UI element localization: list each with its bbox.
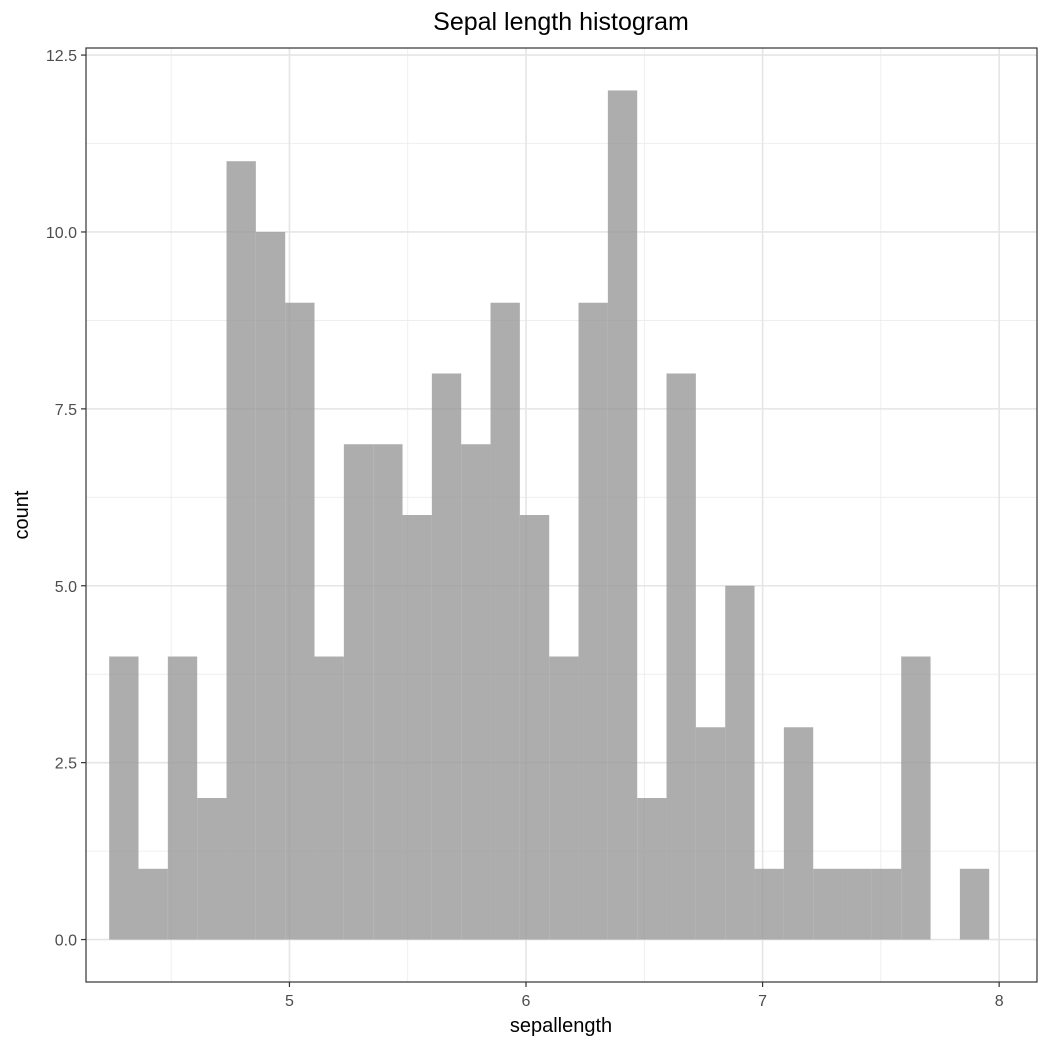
histogram-bar: [519, 515, 550, 940]
histogram-bar: [637, 798, 667, 940]
panel-border: [85, 47, 1038, 983]
histogram-bar: [138, 868, 168, 940]
histogram-bar: [725, 585, 755, 940]
histogram-bar: [549, 656, 579, 940]
histogram-bar: [754, 868, 784, 940]
histogram-bar: [783, 727, 814, 940]
x-tick-label: 7: [758, 993, 767, 1010]
histogram-bar: [373, 444, 403, 940]
histogram-bar: [490, 302, 520, 940]
x-tick-label: 5: [285, 993, 294, 1010]
y-tick-label: 0.0: [55, 933, 77, 950]
histogram-bar: [285, 302, 315, 940]
chart-title: Sepal length histogram: [433, 8, 689, 36]
x-tick-label: 6: [522, 993, 531, 1010]
histogram-bar: [109, 656, 139, 940]
y-tick-label: 2.5: [55, 756, 77, 773]
histogram-bar: [226, 161, 256, 940]
histogram-bar: [901, 656, 931, 940]
histogram-bar: [167, 656, 198, 940]
y-tick-label: 10.0: [46, 225, 77, 242]
histogram-bar: [695, 727, 726, 940]
y-tick-label: 12.5: [46, 48, 77, 65]
histogram-bar: [959, 868, 990, 940]
histogram-bar: [813, 868, 843, 940]
histogram-bar: [461, 444, 491, 940]
x-axis-title: sepallength: [510, 1015, 612, 1037]
x-tick-label: 8: [995, 993, 1004, 1010]
histogram-bar: [343, 444, 374, 940]
histogram-bar: [255, 231, 286, 940]
axes: 5 6 7 8 0.0 2.5 5.0 7.5 10.0 12.5: [46, 48, 1004, 1010]
y-axis-title: count: [11, 490, 33, 539]
histogram-bar: [871, 868, 902, 940]
bars: [109, 90, 990, 940]
y-tick-label: 7.5: [55, 402, 77, 419]
histogram-bar: [578, 302, 608, 940]
histogram-bar: [197, 798, 227, 940]
histogram-bar: [431, 373, 462, 940]
histogram-bar: [314, 656, 344, 940]
y-tick-label: 5.0: [55, 579, 77, 596]
histogram-bar: [842, 868, 872, 940]
histogram-bar: [402, 515, 432, 940]
histogram-bar: [666, 373, 696, 940]
histogram-bar: [607, 90, 638, 940]
